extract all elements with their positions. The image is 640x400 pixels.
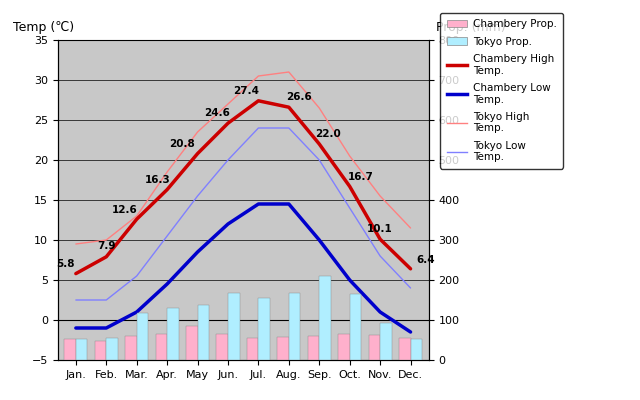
Text: Prop. (mm): Prop. (mm): [436, 20, 506, 34]
Bar: [198, 305, 209, 360]
Legend: Chambery Prop., Tokyo Prop., Chambery High
Temp., Chambery Low
Temp., Tokyo High: Chambery Prop., Tokyo Prop., Chambery Hi…: [440, 13, 563, 168]
Text: 24.6: 24.6: [204, 108, 230, 118]
Text: 26.6: 26.6: [287, 92, 312, 102]
Bar: [216, 334, 228, 360]
Text: 27.4: 27.4: [233, 86, 259, 96]
Text: 20.8: 20.8: [170, 139, 195, 149]
Bar: [95, 341, 106, 360]
Text: 7.9: 7.9: [97, 241, 116, 251]
Text: 6.4: 6.4: [417, 255, 435, 265]
Text: 16.7: 16.7: [348, 172, 373, 182]
Bar: [228, 293, 239, 360]
Bar: [186, 326, 198, 360]
Bar: [338, 334, 349, 360]
Text: 10.1: 10.1: [367, 224, 393, 234]
Text: 5.8: 5.8: [56, 259, 74, 269]
Text: Temp (℃): Temp (℃): [13, 20, 74, 34]
Bar: [247, 338, 259, 360]
Bar: [106, 338, 118, 360]
Bar: [76, 339, 88, 360]
Bar: [259, 298, 270, 360]
Bar: [167, 308, 179, 360]
Bar: [277, 337, 289, 360]
Text: 12.6: 12.6: [111, 205, 138, 215]
Text: 22.0: 22.0: [316, 129, 341, 139]
Bar: [380, 323, 392, 360]
Bar: [349, 294, 361, 360]
Bar: [137, 313, 148, 360]
Bar: [399, 338, 410, 360]
Bar: [289, 293, 300, 360]
Bar: [156, 334, 167, 360]
Bar: [319, 276, 331, 360]
Bar: [308, 336, 319, 360]
Bar: [369, 335, 380, 360]
Bar: [410, 339, 422, 360]
Bar: [125, 336, 137, 360]
Text: 16.3: 16.3: [145, 175, 171, 185]
Bar: [64, 339, 76, 360]
